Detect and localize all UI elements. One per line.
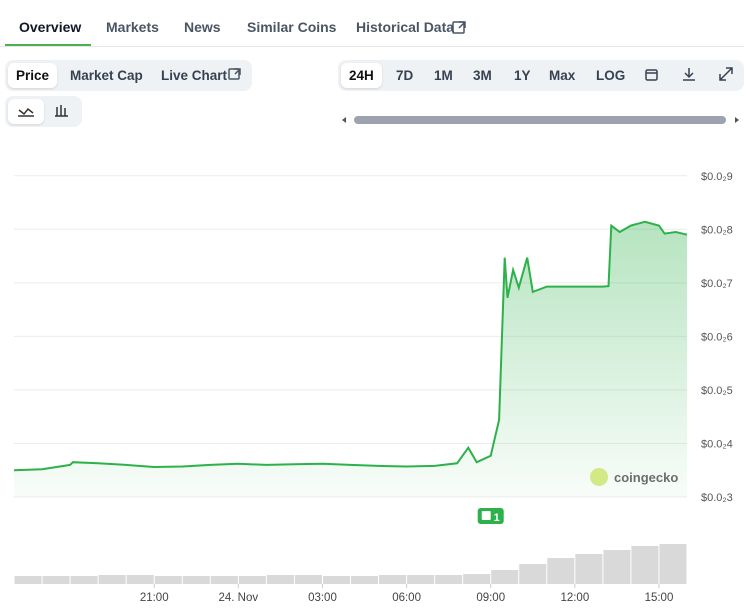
volume-bar: [322, 576, 350, 584]
tab[interactable]: Markets: [106, 19, 159, 35]
volume-bar: [210, 576, 238, 584]
volume-bar: [238, 576, 266, 584]
volume-bar: [70, 576, 98, 584]
volume-bar: [98, 575, 126, 584]
line-icon: [18, 107, 34, 117]
range-button[interactable]: LOG: [596, 68, 626, 83]
y-tick-label: $0.0₂8: [701, 224, 733, 236]
volume-bar: [463, 574, 491, 584]
mode-button[interactable]: Live Chart: [161, 68, 228, 83]
volume-bar: [14, 576, 42, 584]
y-tick-label: $0.0₂9: [701, 171, 733, 183]
volume-bar: [631, 546, 659, 584]
volume-bar: [351, 576, 379, 584]
y-tick-label: $0.0₂6: [701, 331, 733, 343]
toolbar-icons[interactable]: [645, 67, 733, 81]
tab[interactable]: Overview: [19, 19, 82, 35]
tab[interactable]: News: [184, 19, 221, 35]
range-button[interactable]: 24H: [341, 63, 382, 88]
mode-group: Price Market Cap Live Chart: [5, 60, 252, 91]
x-tick-label: 09:00: [476, 592, 505, 604]
candle-icon: [55, 105, 68, 117]
x-tick-label: 15:00: [645, 592, 674, 604]
scrollbar[interactable]: [342, 116, 739, 124]
range-button[interactable]: Max: [549, 68, 576, 83]
range-button[interactable]: 3M: [473, 68, 492, 83]
x-tick-label: 12:00: [560, 592, 589, 604]
event-flag-label: 1: [494, 512, 500, 524]
volume-bar: [266, 575, 294, 584]
active-underline: [5, 44, 91, 46]
volume-bar: [379, 575, 407, 584]
watermark: coingecko: [614, 470, 678, 485]
tab[interactable]: Historical Data: [356, 19, 455, 35]
volume-bar: [435, 575, 463, 584]
volume-bar: [603, 550, 631, 584]
range-button[interactable]: 1M: [434, 68, 453, 83]
tab-bar: Overview Markets News Similar Coins Hist…: [0, 0, 744, 47]
event-flag-icon: [481, 511, 491, 520]
x-tick-label: 03:00: [308, 592, 337, 604]
y-tick-label: $0.0₂5: [701, 385, 733, 397]
y-tick-label: $0.0₂3: [701, 492, 733, 504]
x-tick-label: 24. Nov: [219, 592, 259, 604]
range-group: 24H 7D 1M 3M 1Y Max LOG: [338, 60, 744, 91]
volume-bar: [659, 544, 687, 584]
volume-bar: [42, 576, 70, 584]
volume-bar: [154, 576, 182, 584]
volume-bar: [182, 576, 210, 584]
volume-bar: [126, 575, 154, 584]
x-tick-label: 21:00: [140, 592, 169, 604]
volume-bar: [294, 575, 322, 584]
external-icon: [228, 21, 466, 80]
chart-style-group: [5, 96, 82, 127]
volume-bar: [547, 558, 575, 584]
area-fill: [14, 221, 687, 498]
volume-bar: [575, 554, 603, 584]
price-line: [13, 220, 688, 472]
y-tick-label: $0.0₂4: [701, 438, 733, 450]
range-button[interactable]: 7D: [396, 68, 414, 83]
mode-button[interactable]: Price: [8, 63, 58, 88]
range-button[interactable]: 1Y: [514, 68, 531, 83]
y-tick-label: $0.0₂7: [701, 278, 733, 290]
volume-bar: [407, 575, 435, 584]
mode-button[interactable]: Market Cap: [70, 68, 143, 83]
watermark-logo: [590, 468, 608, 486]
event-flag[interactable]: 1: [477, 508, 504, 524]
x-tick-label: 06:00: [392, 592, 421, 604]
tab[interactable]: Similar Coins: [247, 19, 337, 35]
volume-bar: [519, 564, 547, 584]
volume-bar: [491, 570, 519, 584]
